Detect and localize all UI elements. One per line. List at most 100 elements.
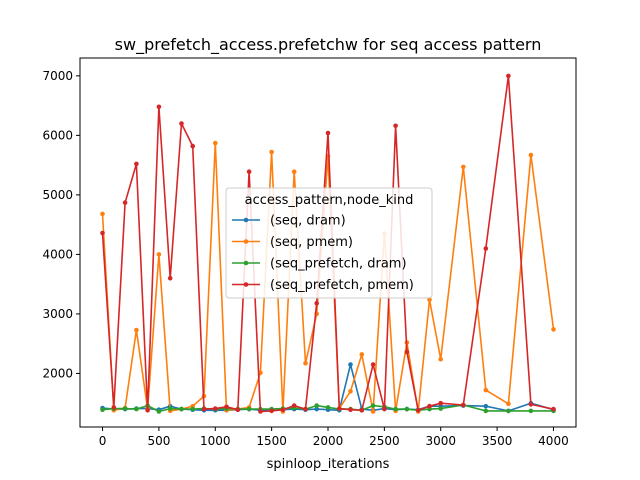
legend-label: (seq_prefetch, pmem) — [270, 278, 414, 293]
data-point — [303, 406, 308, 412]
data-point — [393, 123, 398, 129]
y-tick-label: 5000 — [42, 188, 73, 202]
data-point — [483, 408, 489, 414]
data-point — [348, 389, 353, 394]
legend-swatch-marker — [243, 260, 249, 266]
data-point — [100, 211, 105, 217]
data-point — [122, 200, 128, 205]
y-tick-label: 3000 — [42, 307, 73, 321]
data-point — [370, 362, 376, 367]
data-point — [483, 403, 489, 409]
data-point — [370, 403, 376, 408]
data-point — [551, 406, 556, 412]
data-point — [246, 169, 252, 174]
data-point — [348, 407, 353, 413]
series-3 — [100, 73, 556, 414]
data-point — [415, 408, 421, 413]
data-point — [213, 140, 218, 146]
data-point — [167, 406, 173, 411]
data-point — [190, 143, 195, 149]
data-point — [438, 400, 444, 406]
data-point — [506, 73, 511, 79]
data-point — [291, 169, 297, 174]
data-point — [506, 401, 511, 407]
legend-label: (seq_prefetch, dram) — [270, 257, 407, 272]
data-point — [314, 403, 320, 408]
x-tick-label: 4000 — [538, 434, 569, 448]
data-point — [280, 407, 286, 413]
legend-title: access_pattern,node_kind — [245, 193, 414, 208]
data-point — [325, 130, 331, 136]
legend: access_pattern,node_kind (seq, dram)(seq… — [225, 187, 433, 299]
data-point — [246, 406, 252, 412]
data-point — [201, 406, 207, 412]
data-point — [179, 121, 184, 126]
data-point — [427, 403, 432, 409]
x-tick-label: 2000 — [313, 434, 344, 448]
data-point — [404, 406, 410, 412]
x-tick-label: 500 — [147, 434, 170, 448]
data-point — [291, 403, 297, 408]
data-point — [506, 408, 511, 414]
legend-swatch-marker — [243, 282, 249, 287]
data-point — [100, 230, 105, 236]
data-point — [528, 402, 534, 407]
x-tick-label: 3500 — [482, 434, 513, 448]
data-point — [134, 406, 139, 412]
data-point — [145, 408, 150, 413]
data-point — [235, 407, 241, 413]
data-point — [483, 387, 489, 393]
legend-label: (seq, pmem) — [270, 235, 353, 250]
data-point — [156, 104, 162, 110]
data-point — [438, 406, 444, 411]
x-tick-label: 1500 — [256, 434, 287, 448]
data-point — [359, 408, 365, 413]
data-point — [314, 300, 320, 306]
axis-ticks: 0 500 1000 1500 2000 2500 3000 3500 4000 2000 3000… — [42, 69, 568, 448]
x-tick-label: 0 — [99, 434, 107, 448]
legend-swatch-marker — [243, 217, 249, 223]
data-point — [359, 352, 365, 357]
x-axis-label: spinloop_iterations — [267, 457, 390, 472]
data-point — [314, 406, 320, 412]
y-tick-label: 4000 — [42, 247, 73, 261]
data-point — [224, 404, 229, 410]
data-point — [100, 407, 105, 413]
chart-title: sw_prefetch_access.prefetchw for seq acc… — [115, 35, 542, 55]
data-point — [461, 164, 466, 170]
series-lines — [100, 73, 556, 414]
data-point — [258, 409, 263, 414]
data-point — [337, 406, 342, 411]
x-tick-label: 2500 — [369, 434, 400, 448]
data-point — [179, 406, 184, 412]
data-point — [269, 408, 274, 414]
data-point — [528, 408, 534, 414]
data-point — [528, 152, 534, 158]
data-point — [483, 246, 489, 251]
legend-entries: (seq, dram) (seq, pmem) (seq_prefetch, dra… — [232, 214, 414, 293]
data-point — [134, 327, 139, 333]
data-point — [438, 356, 444, 362]
y-tick-label: 7000 — [42, 69, 73, 83]
data-point — [393, 406, 398, 412]
data-point — [111, 405, 117, 410]
data-point — [551, 327, 556, 332]
data-point — [122, 406, 128, 411]
data-point — [190, 406, 195, 412]
data-point — [461, 402, 466, 408]
data-point — [156, 409, 162, 414]
x-tick-label: 3000 — [425, 434, 456, 448]
data-point — [348, 362, 353, 367]
data-point — [325, 405, 331, 410]
y-tick-label: 6000 — [42, 128, 73, 142]
data-point — [370, 409, 376, 414]
data-point — [213, 406, 218, 411]
data-point — [382, 406, 387, 412]
legend-swatch-marker — [243, 239, 249, 244]
data-point — [404, 349, 410, 355]
y-tick-label: 2000 — [42, 366, 73, 380]
data-point — [303, 361, 308, 366]
data-point — [156, 252, 162, 257]
legend-label: (seq, dram) — [270, 214, 346, 229]
